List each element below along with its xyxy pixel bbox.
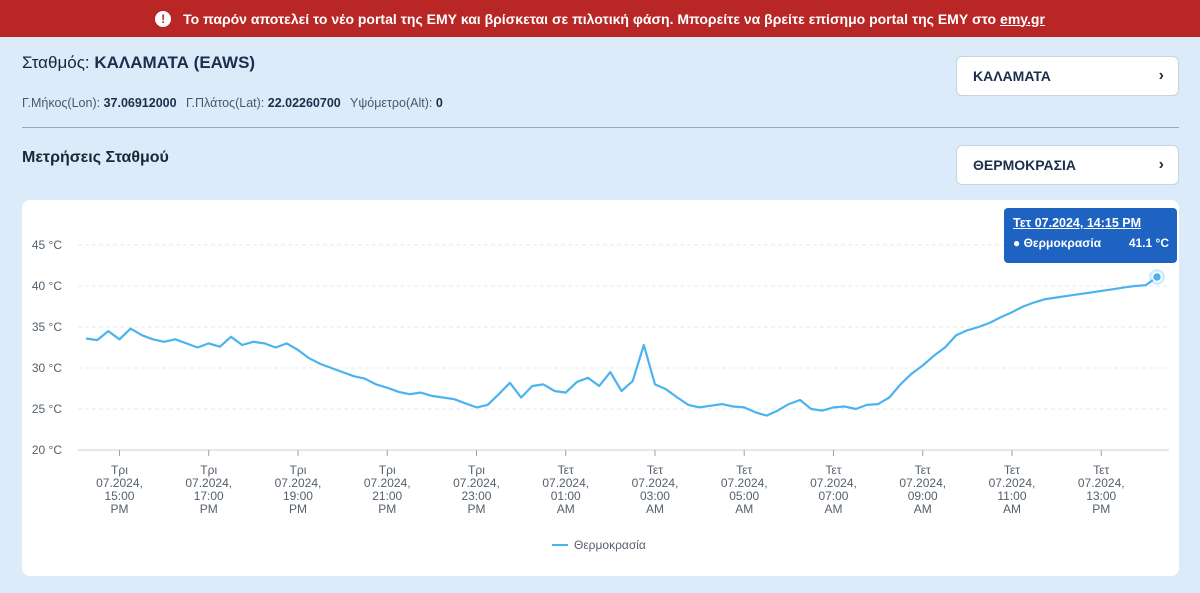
station-name: ΚΑΛΑΜΑΤΑ (EAWS) [94, 53, 256, 72]
x-tick-label: Τρι 07.2024, 19:00 PM [275, 463, 322, 516]
x-tick-label: Τετ 07.2024, 05:00 AM [721, 463, 768, 516]
station-header: Σταθμός: ΚΑΛΑΜΑΤΑ (EAWS) [22, 53, 255, 73]
x-tick-label: Τρι 07.2024, 23:00 PM [453, 463, 500, 516]
y-tick-label: 35 °C [32, 320, 62, 334]
highlight-point [1151, 271, 1163, 283]
exclamation-icon: ! [155, 10, 172, 27]
emy-link[interactable]: emy.gr [1000, 10, 1045, 27]
x-tick-label: Τετ 07.2024, 11:00 AM [989, 463, 1036, 516]
measurements-title: Μετρήσεις Σταθμού [22, 149, 169, 166]
temperature-chart[interactable]: 20 °C 25 °C 30 °C 35 °C 40 °C 45 °C Τρι 07.2024… [22, 200, 1179, 576]
measurement-select-button[interactable]: ΘΕΡΜΟΚΡΑΣΙΑ › [956, 145, 1179, 185]
y-tick-label: 45 °C [32, 238, 62, 252]
tooltip-header: Τετ 07.2024, 14:15 PM [1013, 216, 1142, 230]
banner-text: Το παρόν αποτελεί το νέο portal της ΕΜΥ … [183, 10, 997, 27]
section-divider [22, 127, 1179, 128]
x-tick-label: Τετ 07.2024, 07:00 AM [810, 463, 857, 516]
legend-label: Θερμοκρασία [574, 538, 646, 552]
y-tick-label: 20 °C [32, 443, 62, 457]
tooltip-row: ● Θερμοκρασία 41.1 °C [1013, 236, 1169, 250]
alt-value: 0 [435, 96, 443, 110]
chevron-right-icon: › [1158, 67, 1164, 84]
y-tick-label: 40 °C [32, 279, 62, 293]
station-select-value: ΚΑΛΑΜΑΤΑ [973, 68, 1051, 84]
measurement-select-value: ΘΕΡΜΟΚΡΑΣΙΑ [973, 157, 1077, 173]
chart-tooltip: Τετ 07.2024, 14:15 PM ● Θερμοκρασία 41.1… [1004, 208, 1177, 263]
chart-card: 20 °C 25 °C 30 °C 35 °C 40 °C 45 °C Τρι 07.2024… [22, 200, 1179, 576]
x-tick-label: Τετ 07.2024, 09:00 AM [899, 463, 946, 516]
notice-banner: ! Το παρόν αποτελεί το νέο portal της ΕΜ… [0, 0, 1200, 37]
chevron-right-icon: › [1158, 156, 1164, 173]
y-tick-label: 25 °C [32, 402, 62, 416]
alt-label: Υψόμετρο(Alt): [350, 96, 433, 110]
x-tick-label: Τετ 07.2024, 03:00 AM [632, 463, 679, 516]
lon-label: Γ.Μήκος(Lon): [22, 96, 101, 110]
x-tick-label: Τρι 07.2024, 15:00 PM [96, 463, 143, 516]
x-tick-label: Τρι 07.2024, 21:00 PM [364, 463, 411, 516]
station-select-button[interactable]: ΚΑΛΑΜΑΤΑ › [956, 56, 1179, 96]
tooltip-value: 41.1 °C [1128, 236, 1169, 250]
lat-value: 22.02260700 [267, 96, 341, 110]
tooltip-series: ● Θερμοκρασία [1013, 236, 1102, 250]
y-tick-label: 30 °C [32, 361, 62, 375]
x-tick-label: Τρι 07.2024, 17:00 PM [185, 463, 232, 516]
lat-label: Γ.Πλάτος(Lat): [186, 96, 265, 110]
x-tick-label: Τετ 07.2024, 13:00 PM [1078, 463, 1125, 516]
station-label: Σταθμός: [22, 53, 90, 72]
lon-value: 37.06912000 [103, 96, 177, 110]
x-tick-label: Τετ 07.2024, 01:00 AM [542, 463, 589, 516]
series-line [85, 276, 1158, 417]
station-coordinates: Γ.Μήκος(Lon): 37.06912000 Γ.Πλάτος(Lat):… [22, 96, 443, 110]
